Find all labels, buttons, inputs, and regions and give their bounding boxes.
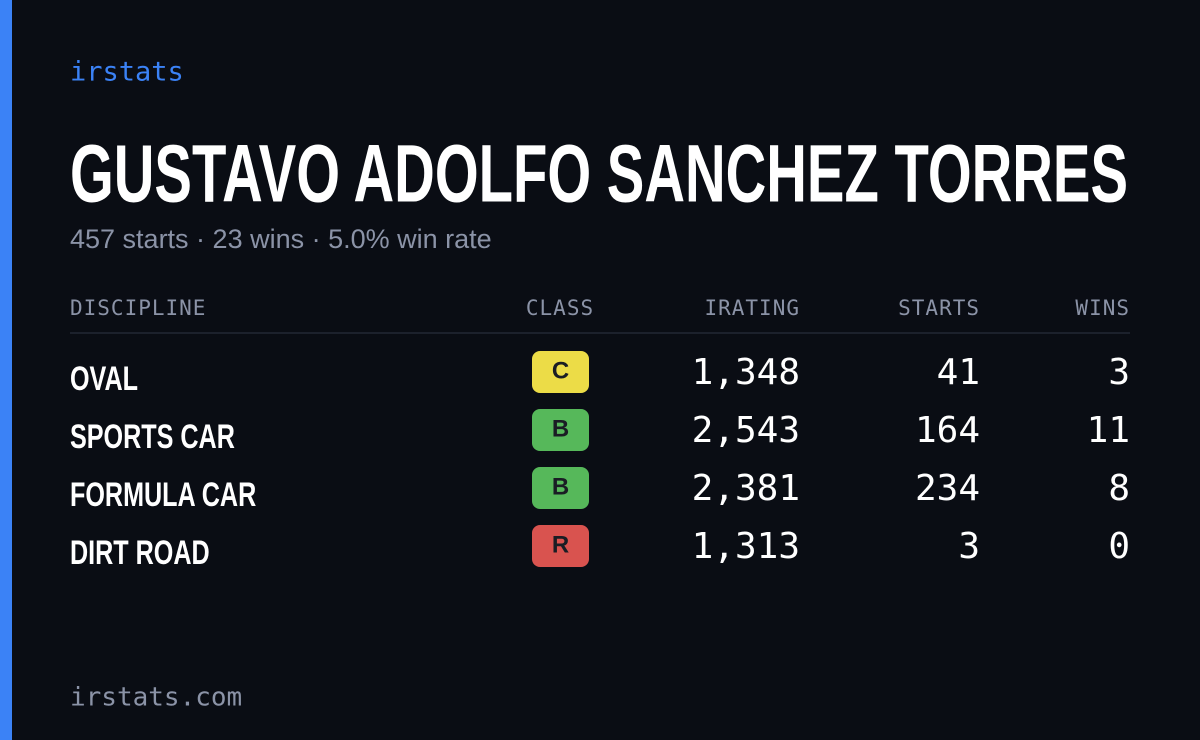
column-header: DISCIPLINE [70, 296, 206, 320]
class-badge [532, 351, 589, 393]
column-header: STARTS [898, 296, 980, 320]
brand: irstats [70, 57, 184, 88]
class-badge [532, 409, 589, 451]
starts: 234 [915, 468, 980, 509]
starts: 41 [937, 352, 980, 393]
class-letter: B [552, 473, 569, 500]
discipline: OVAL [70, 360, 138, 398]
discipline: DIRT ROAD [70, 534, 210, 572]
class-badge [532, 467, 589, 509]
irating: 1,348 [692, 352, 800, 393]
class-letter: B [552, 415, 569, 442]
wins: 3 [1108, 352, 1130, 393]
wins: 8 [1108, 468, 1130, 509]
irating: 1,313 [692, 526, 800, 567]
driver-summary: 457 starts · 23 wins · 5.0% win rate [70, 224, 492, 254]
discipline: FORMULA CAR [70, 476, 256, 514]
stats-table: DISCIPLINE CLASS IRATING STARTS WINS OVAL C 1,3… [70, 296, 1130, 572]
class-badge [532, 525, 589, 567]
driver-name: GUSTAVO ADOLFO SANCHEZ TORRES [70, 129, 1128, 220]
starts: 164 [915, 410, 980, 451]
column-header: CLASS [526, 296, 594, 320]
wins: 0 [1108, 526, 1130, 567]
irating: 2,381 [692, 468, 800, 509]
accent-stripe [0, 0, 12, 740]
wins: 11 [1087, 410, 1130, 451]
column-header: IRATING [704, 296, 800, 320]
footer: irstats.com [70, 683, 242, 713]
irating: 2,543 [692, 410, 800, 451]
starts: 3 [958, 526, 980, 567]
discipline: SPORTS CAR [70, 418, 235, 456]
column-header: WINS [1075, 296, 1130, 320]
class-letter: R [552, 531, 569, 558]
class-letter: C [552, 357, 569, 384]
